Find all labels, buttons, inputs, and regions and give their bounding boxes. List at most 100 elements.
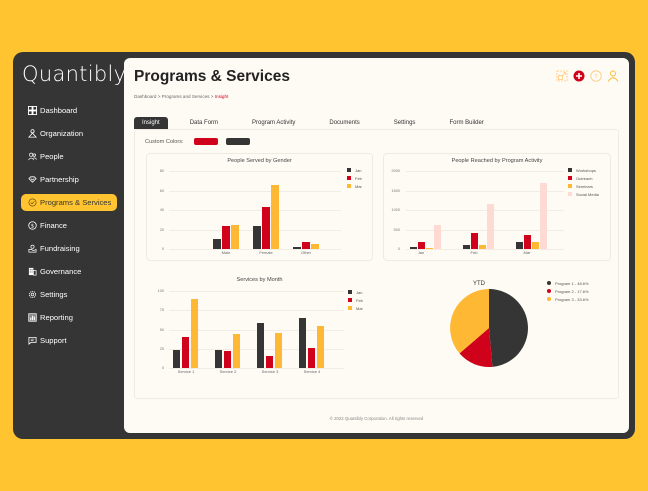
tab-settings[interactable]: Settings bbox=[393, 120, 416, 126]
dashboard-icon bbox=[28, 106, 37, 115]
bar-other-mar[interactable] bbox=[311, 244, 319, 249]
bar-feb-seminars[interactable] bbox=[479, 245, 486, 249]
app-window: Quantibly Dashboard Organization People … bbox=[13, 52, 635, 439]
copyright-icon: © bbox=[329, 416, 333, 421]
bar-feb-outreach[interactable] bbox=[471, 232, 478, 249]
legend-item[interactable]: Jan bbox=[348, 288, 363, 296]
y-tick: 2000 bbox=[391, 169, 400, 173]
bar-jan-seminars[interactable] bbox=[426, 248, 433, 249]
x-label: Service 2 bbox=[219, 369, 237, 374]
bar-service3-feb[interactable] bbox=[266, 355, 273, 368]
bar-mar-workshops[interactable] bbox=[516, 242, 523, 249]
bar-service1-jan[interactable] bbox=[173, 349, 180, 368]
help-icon[interactable]: ? bbox=[590, 70, 602, 82]
bar-jan-social-media[interactable] bbox=[434, 224, 441, 249]
tab-form-builder[interactable]: Form Builder bbox=[449, 120, 484, 126]
bar-mar-outreach[interactable] bbox=[524, 234, 531, 249]
bar-feb-workshops[interactable] bbox=[463, 245, 470, 249]
legend-item[interactable]: Mar bbox=[348, 304, 363, 312]
chart-title: People Reached by Program Activity bbox=[451, 158, 543, 164]
legend-item[interactable]: Social Media bbox=[568, 190, 599, 198]
sidebar-item-organization[interactable]: Organization bbox=[21, 125, 117, 142]
bar-service4-jan[interactable] bbox=[299, 318, 306, 368]
x-label: Male bbox=[221, 250, 231, 255]
legend-item[interactable]: Program 2 - 17.6% bbox=[547, 287, 589, 295]
bar-female-feb[interactable] bbox=[262, 207, 270, 249]
legend-item[interactable]: Program 3 - 33.6% bbox=[547, 295, 589, 303]
color-swatch-red[interactable] bbox=[193, 138, 218, 145]
bar-service2-feb[interactable] bbox=[224, 351, 231, 368]
partnership-icon bbox=[28, 175, 37, 184]
sidebar-item-dashboard[interactable]: Dashboard bbox=[21, 102, 117, 119]
color-swatch-dark[interactable] bbox=[225, 138, 250, 145]
user-icon[interactable] bbox=[607, 70, 619, 82]
legend-item[interactable]: Outreach bbox=[568, 174, 599, 182]
chart-people-served-by-gender: People Served by Gender 80 60 40 20 0 bbox=[146, 153, 373, 261]
legend-item[interactable]: Program 1 - 48.6% bbox=[547, 279, 589, 287]
bar-service1-mar[interactable] bbox=[191, 298, 198, 368]
y-tick: 1000 bbox=[391, 208, 400, 212]
bar-service3-jan[interactable] bbox=[257, 323, 264, 368]
x-label: Mar bbox=[523, 250, 531, 255]
tab-data-form[interactable]: Data Form bbox=[189, 120, 219, 126]
sidebar-item-label: Partnership bbox=[40, 175, 79, 184]
legend-item[interactable]: Feb bbox=[348, 296, 363, 304]
fundraising-icon bbox=[28, 244, 37, 253]
pie-chart[interactable] bbox=[449, 288, 529, 368]
tab-program-activity[interactable]: Program Activity bbox=[252, 120, 296, 126]
tab-insight[interactable]: Insight bbox=[134, 117, 168, 129]
sidebar-item-label: Governance bbox=[40, 267, 82, 276]
breadcrumb-programs[interactable]: Programs and Services bbox=[161, 94, 210, 99]
footer: © 2022 Quantibly Corporation. All rights… bbox=[124, 416, 629, 421]
bar-female-jan[interactable] bbox=[253, 225, 261, 249]
legend-item[interactable]: Seminars bbox=[568, 182, 599, 190]
y-tick: 0 bbox=[161, 366, 164, 370]
bar-mar-seminars[interactable] bbox=[532, 242, 539, 249]
legend-item[interactable]: Jan bbox=[347, 166, 362, 174]
breadcrumb-dashboard[interactable]: Dashboard bbox=[134, 94, 157, 99]
sidebar-item-programs-services[interactable]: Programs & Services bbox=[21, 194, 117, 211]
sidebar-item-support[interactable]: Support bbox=[21, 332, 117, 349]
bar-male-jan[interactable] bbox=[213, 239, 221, 249]
sidebar-item-label: Settings bbox=[40, 290, 68, 299]
chart-title: Services by Month bbox=[236, 277, 283, 283]
bar-service4-mar[interactable] bbox=[317, 326, 324, 368]
x-label: Service 1 bbox=[177, 369, 195, 374]
y-tick: 100 bbox=[157, 289, 164, 293]
bar-mar-social-media[interactable] bbox=[540, 183, 547, 249]
bar-service3-mar[interactable] bbox=[275, 332, 282, 368]
sidebar-item-fundraising[interactable]: Fundraising bbox=[21, 240, 117, 257]
bar-feb-social-media[interactable] bbox=[487, 203, 494, 249]
sidebar-item-governance[interactable]: Governance bbox=[21, 263, 117, 280]
legend-item[interactable]: Mar bbox=[347, 182, 362, 190]
bar-service4-feb[interactable] bbox=[308, 348, 315, 368]
legend-item[interactable]: Feb bbox=[347, 174, 362, 182]
sidebar-item-label: People bbox=[40, 152, 64, 161]
bar-service2-mar[interactable] bbox=[233, 334, 240, 368]
organization-icon bbox=[28, 129, 37, 138]
y-tick: 25 bbox=[159, 346, 164, 351]
y-tick: 1500 bbox=[391, 188, 400, 193]
bar-service2-jan[interactable] bbox=[215, 349, 222, 368]
expand-icon[interactable] bbox=[556, 70, 568, 82]
sidebar-item-partnership[interactable]: Partnership bbox=[21, 171, 117, 188]
sidebar-item-finance[interactable]: $ Finance bbox=[21, 217, 117, 234]
chart-title: People Served by Gender bbox=[227, 158, 292, 164]
bar-jan-outreach[interactable] bbox=[418, 242, 425, 249]
sidebar-item-label: Fundraising bbox=[40, 244, 80, 253]
tab-documents[interactable]: Documents bbox=[329, 120, 360, 126]
chart-ytd-pie: YTD Program 1 - 48.6% Program 2 - 17.6% … bbox=[435, 272, 611, 382]
bar-other-feb[interactable] bbox=[302, 242, 310, 249]
sidebar-item-settings[interactable]: Settings bbox=[21, 286, 117, 303]
bar-male-mar[interactable] bbox=[231, 224, 239, 249]
bar-female-mar[interactable] bbox=[271, 184, 279, 249]
bar-service1-feb[interactable] bbox=[182, 337, 189, 368]
sidebar-item-people[interactable]: People bbox=[21, 148, 117, 165]
bar-male-feb[interactable] bbox=[222, 225, 230, 249]
bar-jan-workshops[interactable] bbox=[410, 246, 417, 249]
sidebar-item-reporting[interactable]: Reporting bbox=[21, 309, 117, 326]
bar-other-jan[interactable] bbox=[293, 247, 301, 249]
finance-icon: $ bbox=[28, 221, 37, 230]
add-icon[interactable] bbox=[573, 70, 585, 82]
legend-item[interactable]: Workshops bbox=[568, 166, 599, 174]
